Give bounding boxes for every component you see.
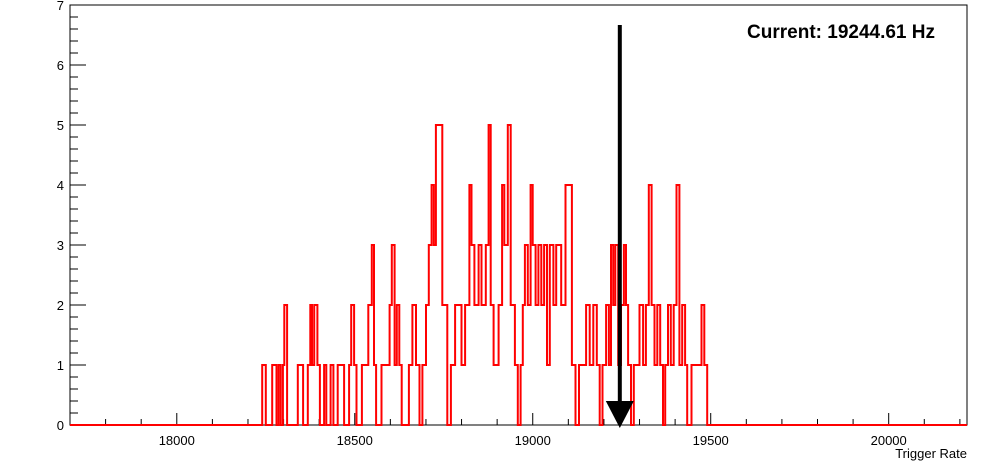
- y-tick-label: 5: [57, 118, 64, 133]
- arrow-head: [605, 401, 634, 428]
- y-tick-label: 2: [57, 298, 64, 313]
- y-tick-label: 7: [57, 0, 64, 13]
- current-rate-arrow: [605, 25, 634, 428]
- y-tick-label: 6: [57, 58, 64, 73]
- x-axis-title: Trigger Rate: [895, 446, 967, 461]
- x-tick-label: 20000: [871, 433, 907, 448]
- x-tick-label: 18000: [159, 433, 195, 448]
- x-tick-label: 19000: [515, 433, 551, 448]
- plot-frame: [69, 4, 968, 426]
- y-tick-label: 3: [57, 238, 64, 253]
- histogram-series-line: [70, 124, 967, 426]
- x-tick-label: 19500: [693, 433, 729, 448]
- x-tick-label: 18500: [337, 433, 373, 448]
- y-tick-label: 4: [57, 178, 64, 193]
- y-tick-label: 0: [57, 418, 64, 433]
- x-axis: 18000 18500 19000 19500 20000: [69, 413, 961, 448]
- y-tick-label: 1: [57, 358, 64, 373]
- y-axis: 0 1 2 3 4 5 6 7: [57, 0, 86, 433]
- current-rate-annotation: Current: 19244.61 Hz: [747, 22, 935, 43]
